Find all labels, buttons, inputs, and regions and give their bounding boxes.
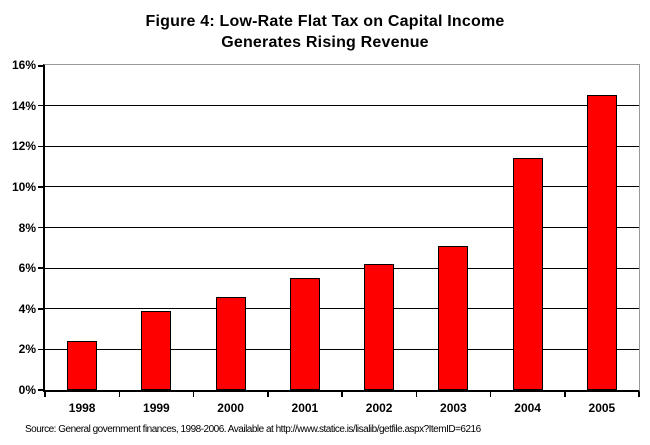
x-axis-label-1999: 1999 xyxy=(143,401,170,415)
x-axis-tick xyxy=(564,392,566,397)
bar-2002 xyxy=(364,264,395,390)
gridline-14% xyxy=(45,105,639,107)
y-axis-tick xyxy=(38,348,43,351)
y-axis-label: 10% xyxy=(11,179,36,194)
y-axis-label: 14% xyxy=(11,98,36,113)
y-axis-tick xyxy=(38,104,43,107)
x-axis-label-2005: 2005 xyxy=(588,401,616,415)
bar-2003 xyxy=(438,245,469,390)
y-axis-tick xyxy=(38,186,43,188)
chart-title-line-2: Generates Rising Revenue xyxy=(221,34,429,51)
x-axis-label-2002: 2002 xyxy=(365,401,393,415)
y-axis-tick xyxy=(38,308,43,310)
y-axis-tick xyxy=(38,226,43,229)
x-axis-tick xyxy=(415,392,417,397)
chart-title-line-1: Figure 4: Low-Rate Flat Tax on Capital I… xyxy=(145,13,505,30)
y-axis-tick xyxy=(38,65,43,67)
x-axis-label-2003: 2003 xyxy=(440,401,467,415)
bar-1999 xyxy=(141,310,172,390)
x-axis-label-2004: 2004 xyxy=(514,401,541,415)
source-note: Source: General government finances, 199… xyxy=(25,424,481,435)
y-axis-label: 16% xyxy=(11,58,36,72)
gridline-12% xyxy=(45,145,639,147)
x-axis-label-1998: 1998 xyxy=(68,401,96,415)
x-axis-tick xyxy=(341,392,343,397)
y-axis-label: 6% xyxy=(18,261,36,276)
y-axis-label: 2% xyxy=(18,342,36,357)
y-axis-tick xyxy=(38,145,43,147)
x-axis-tick xyxy=(267,392,269,397)
y-axis-tick xyxy=(38,267,43,269)
bar-2001 xyxy=(289,278,320,390)
x-axis-tick xyxy=(489,392,492,397)
y-axis-label: 0% xyxy=(18,383,36,397)
gridline-4% xyxy=(45,308,639,310)
x-axis-label-2000: 2000 xyxy=(217,401,244,415)
bar-2004 xyxy=(512,158,543,390)
y-axis-label: 4% xyxy=(18,301,36,316)
x-axis-tick xyxy=(638,392,640,397)
x-axis-tick xyxy=(118,392,120,397)
x-axis-label-2001: 2001 xyxy=(291,401,319,415)
gridline-2% xyxy=(45,348,639,350)
y-axis-label: 8% xyxy=(18,220,36,235)
y-axis-tick xyxy=(38,389,43,391)
chart-title: Figure 4: Low-Rate Flat Tax on Capital I… xyxy=(0,11,650,53)
plot-area: 0% 2% 4% 6% 8% 10% 12% 14% 16% 1998 1999 2000 2001 20… xyxy=(12,58,640,415)
gridline-6% xyxy=(45,267,639,269)
x-axis-tick xyxy=(44,392,46,397)
y-axis-label: 12% xyxy=(11,139,36,154)
gridline-8% xyxy=(45,227,639,228)
bar-1998 xyxy=(67,341,98,390)
bar-2000 xyxy=(215,296,246,390)
gridline-10% xyxy=(45,186,639,188)
x-axis-tick xyxy=(192,392,195,397)
bar-2005 xyxy=(586,95,617,390)
